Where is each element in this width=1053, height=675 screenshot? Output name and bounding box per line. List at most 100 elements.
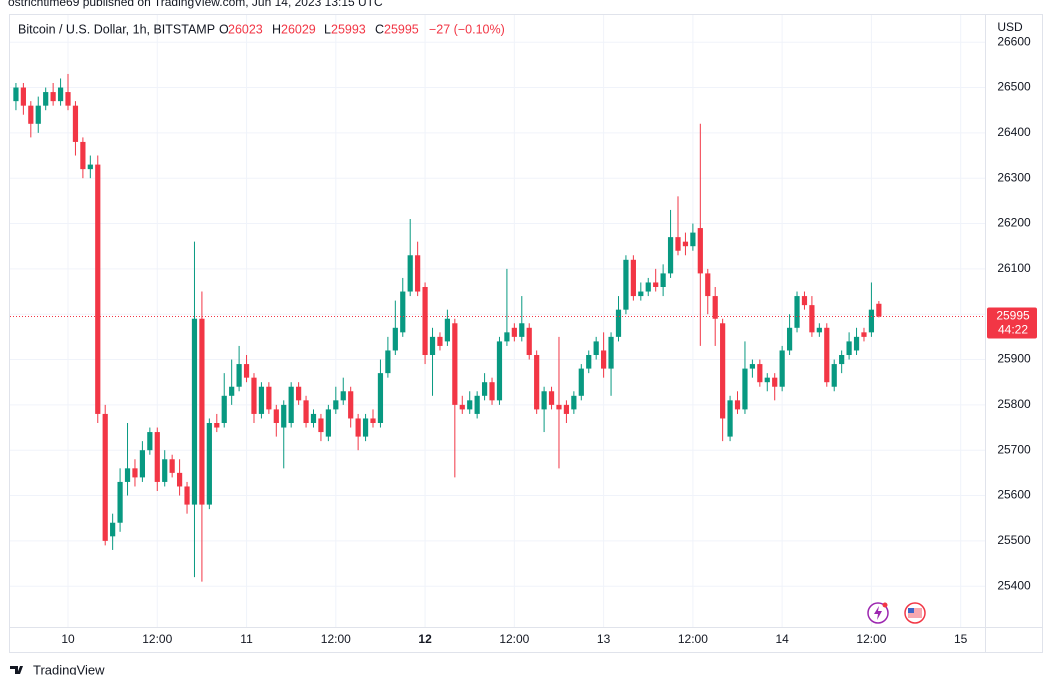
candle-body [630,259,636,297]
y-tick-label: 26400 [997,125,1031,139]
flag-canton [908,608,914,613]
candle-body [801,296,808,306]
x-tick-label: 12:00 [142,632,172,646]
candle-body [645,282,651,292]
candle-body [139,450,146,478]
ohlc-label: C [375,22,384,36]
candle-body [340,391,346,401]
candle-body [429,336,436,355]
countdown: 44:22 [998,323,1028,337]
candle-body [660,273,666,287]
change: −27 (−0.10%) [429,22,505,36]
candle-body [162,459,168,482]
candle-body [400,291,406,333]
candle-body [110,522,116,537]
candle-body [749,364,755,369]
candle-body [310,413,317,423]
candle-body [868,309,875,333]
candle-body [236,364,242,387]
candle-body [251,377,257,414]
price-tag [987,307,1037,339]
candle-body [846,341,852,355]
logo: TradingView [10,662,105,675]
candles [13,73,882,582]
candle-body [682,241,689,247]
candle-body [489,382,495,401]
x-tick-label: 12:00 [321,632,351,646]
x-tick-label: 11 [240,632,253,646]
currency: USD [997,20,1023,34]
candle-body [72,105,79,142]
candle-body [734,400,741,410]
y-tick-label: 25800 [997,397,1031,411]
grid [10,15,985,627]
candle-body [667,237,674,274]
candle-body [548,391,555,405]
candle-body [720,323,726,419]
candle-body [206,423,212,505]
candle-body [697,228,703,274]
candle-body [534,355,540,410]
candle-body [816,327,822,333]
x-tick-label: 14 [775,632,789,646]
candle-body [303,400,309,423]
candle-body [608,336,614,369]
candle-body [571,395,577,410]
candle-body [772,377,778,387]
candle-body [392,327,398,351]
candle-body [757,364,763,383]
candle-body [117,481,123,523]
logo-text: TradingView [33,662,105,675]
candle-body [87,164,93,170]
candle-body [705,273,711,297]
candle-body [258,386,265,414]
candle-body [623,259,629,310]
candle-body [437,336,443,346]
candle-body [861,332,867,337]
labels: 2540025500256002570025800259002600026100… [10,22,1037,646]
candle-body [370,418,376,423]
candle-body [601,350,607,369]
candle-body [266,386,272,410]
candle-body [474,395,480,414]
candle-body [415,255,421,292]
candle-body [519,323,525,337]
candle-body [764,377,770,383]
candle-body [184,486,190,505]
candle-body [20,87,26,106]
candle-body [422,287,428,355]
candle-body [288,386,294,423]
candle-body [727,400,733,437]
y-tick-label: 25700 [997,442,1031,456]
candle-body [154,432,160,482]
candle-body [229,386,235,396]
candle-body [221,395,227,423]
ohlc-value: 26023 [228,22,263,36]
candle-body [377,373,384,423]
candle-body [407,255,413,292]
candle-body [281,404,287,428]
price-tag-value: 25995 [996,309,1030,323]
ohlc-label: L [324,22,331,36]
flag-stripes [908,608,922,618]
x-tick-label: 12 [418,632,432,646]
candle-body [325,409,331,437]
candle-body [526,327,532,355]
candle-body [690,232,696,247]
candle-body [563,404,570,414]
ohlc-label: H [272,22,281,36]
candle-body [615,309,622,337]
candle-body [452,323,458,405]
candle-body [95,164,101,414]
chart-title: Bitcoin / U.S. Dollar, 1h, BITSTAMP [18,22,215,36]
candle-body [839,355,845,365]
x-tick-label: 15 [954,632,968,646]
candle-body [779,350,785,387]
candle-body [132,468,138,478]
x-tick-label: 12:00 [678,632,708,646]
candle-body [385,350,391,374]
candle-body [147,432,153,451]
y-tick-label: 25400 [997,578,1031,592]
event-dot [882,602,888,608]
